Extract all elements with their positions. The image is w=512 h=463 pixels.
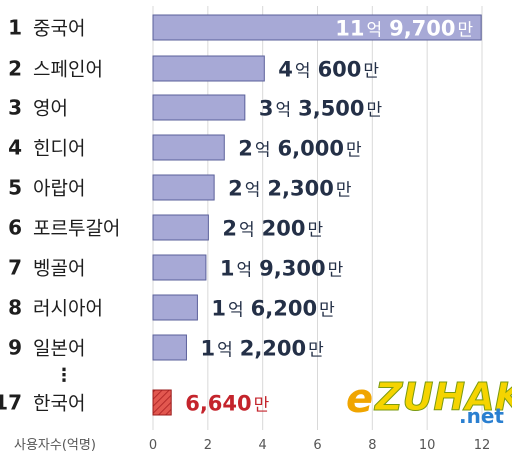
x-tick-label-0: 0 (149, 438, 157, 453)
bar-영어 (152, 94, 246, 121)
value-labels: 11 억 9,700 만 4 억 600 만 3 억 3,500 만 2 억 6,000 만 2 억 2,300 만 2… (185, 17, 473, 416)
bar-일본어 (152, 334, 187, 361)
x-tick-label-4: 4 (259, 438, 267, 453)
category-label: 스페인어 (33, 59, 103, 81)
bar-벵골어 (152, 254, 207, 281)
category-label: 러시아어 (33, 298, 103, 320)
category-label: 힌디어 (33, 138, 85, 160)
value-label-일본어: 1 억 2,200 만 (200, 337, 324, 361)
svg-text:.net: .net (459, 404, 504, 428)
x-tick-label-2: 2 (204, 438, 212, 453)
rank-label: 17 (0, 391, 22, 415)
rank-label: 8 (8, 296, 22, 320)
x-tick-label-12: 12 (474, 438, 491, 453)
bar-러시아어 (152, 294, 198, 321)
rank-label: 2 (8, 57, 22, 81)
category-label: 중국어 (33, 18, 85, 40)
value-label-힌디어: 2 억 6,000 만 (238, 137, 362, 161)
x-tick-label-8: 8 (368, 438, 376, 453)
category-label: 영어 (33, 98, 68, 120)
rank-label: 4 (8, 136, 22, 160)
rank-label: 6 (8, 216, 22, 240)
bar-힌디어 (152, 134, 225, 161)
ellipsis-marker: ⋮ (55, 365, 73, 386)
value-label-영어: 3 억 3,500 만 (259, 97, 383, 121)
svg-text:ZUHAK: ZUHAK (374, 375, 512, 419)
x-tick-label-6: 6 (313, 438, 321, 453)
rank-label: 1 (8, 16, 22, 40)
bar-아랍어 (152, 174, 215, 201)
bar-스페인어 (152, 55, 265, 82)
category-label: 아랍어 (33, 178, 85, 200)
bars (152, 14, 482, 416)
value-label-벵골어: 1 억 9,300 만 (220, 257, 344, 281)
bar-한국어 (152, 389, 172, 416)
value-label-포르투갈어: 2 억 200 만 (222, 217, 323, 241)
x-axis: 사용자수(억명) 0 2 4 6 8 10 12 (14, 438, 490, 453)
bar-중국어 (152, 14, 482, 41)
value-label-스페인어: 4 억 600 만 (278, 58, 379, 82)
category-label: 한국어 (33, 393, 85, 415)
category-label: 일본어 (33, 338, 85, 360)
value-label-아랍어: 2 억 2,300 만 (228, 177, 352, 201)
value-label-한국어: 6,640 만 (185, 392, 269, 416)
rank-label: 5 (8, 176, 22, 200)
bar-포르투갈어 (152, 214, 209, 241)
x-tick-label-10: 10 (419, 438, 436, 453)
watermark-logo: e ZUHAK .net (346, 375, 512, 429)
rank-label: 3 (8, 96, 22, 120)
rank-label: 9 (8, 336, 22, 360)
category-labels: 1 중국어 2 스페인어 3 영어 4 힌디어 5 아랍어 6 포르투갈어 7 벵골어 8 러시아어 9 일본어 1… (0, 16, 120, 415)
value-label-중국어: 11 억 9,700 만 (335, 17, 473, 41)
category-label: 벵골어 (33, 258, 85, 280)
value-label-러시아어: 1 억 6,200 만 (211, 297, 335, 321)
rank-label: 7 (8, 256, 22, 280)
x-axis-title: 사용자수(억명) (14, 438, 96, 453)
svg-text:e: e (346, 376, 373, 422)
category-label: 포르투갈어 (33, 218, 120, 240)
